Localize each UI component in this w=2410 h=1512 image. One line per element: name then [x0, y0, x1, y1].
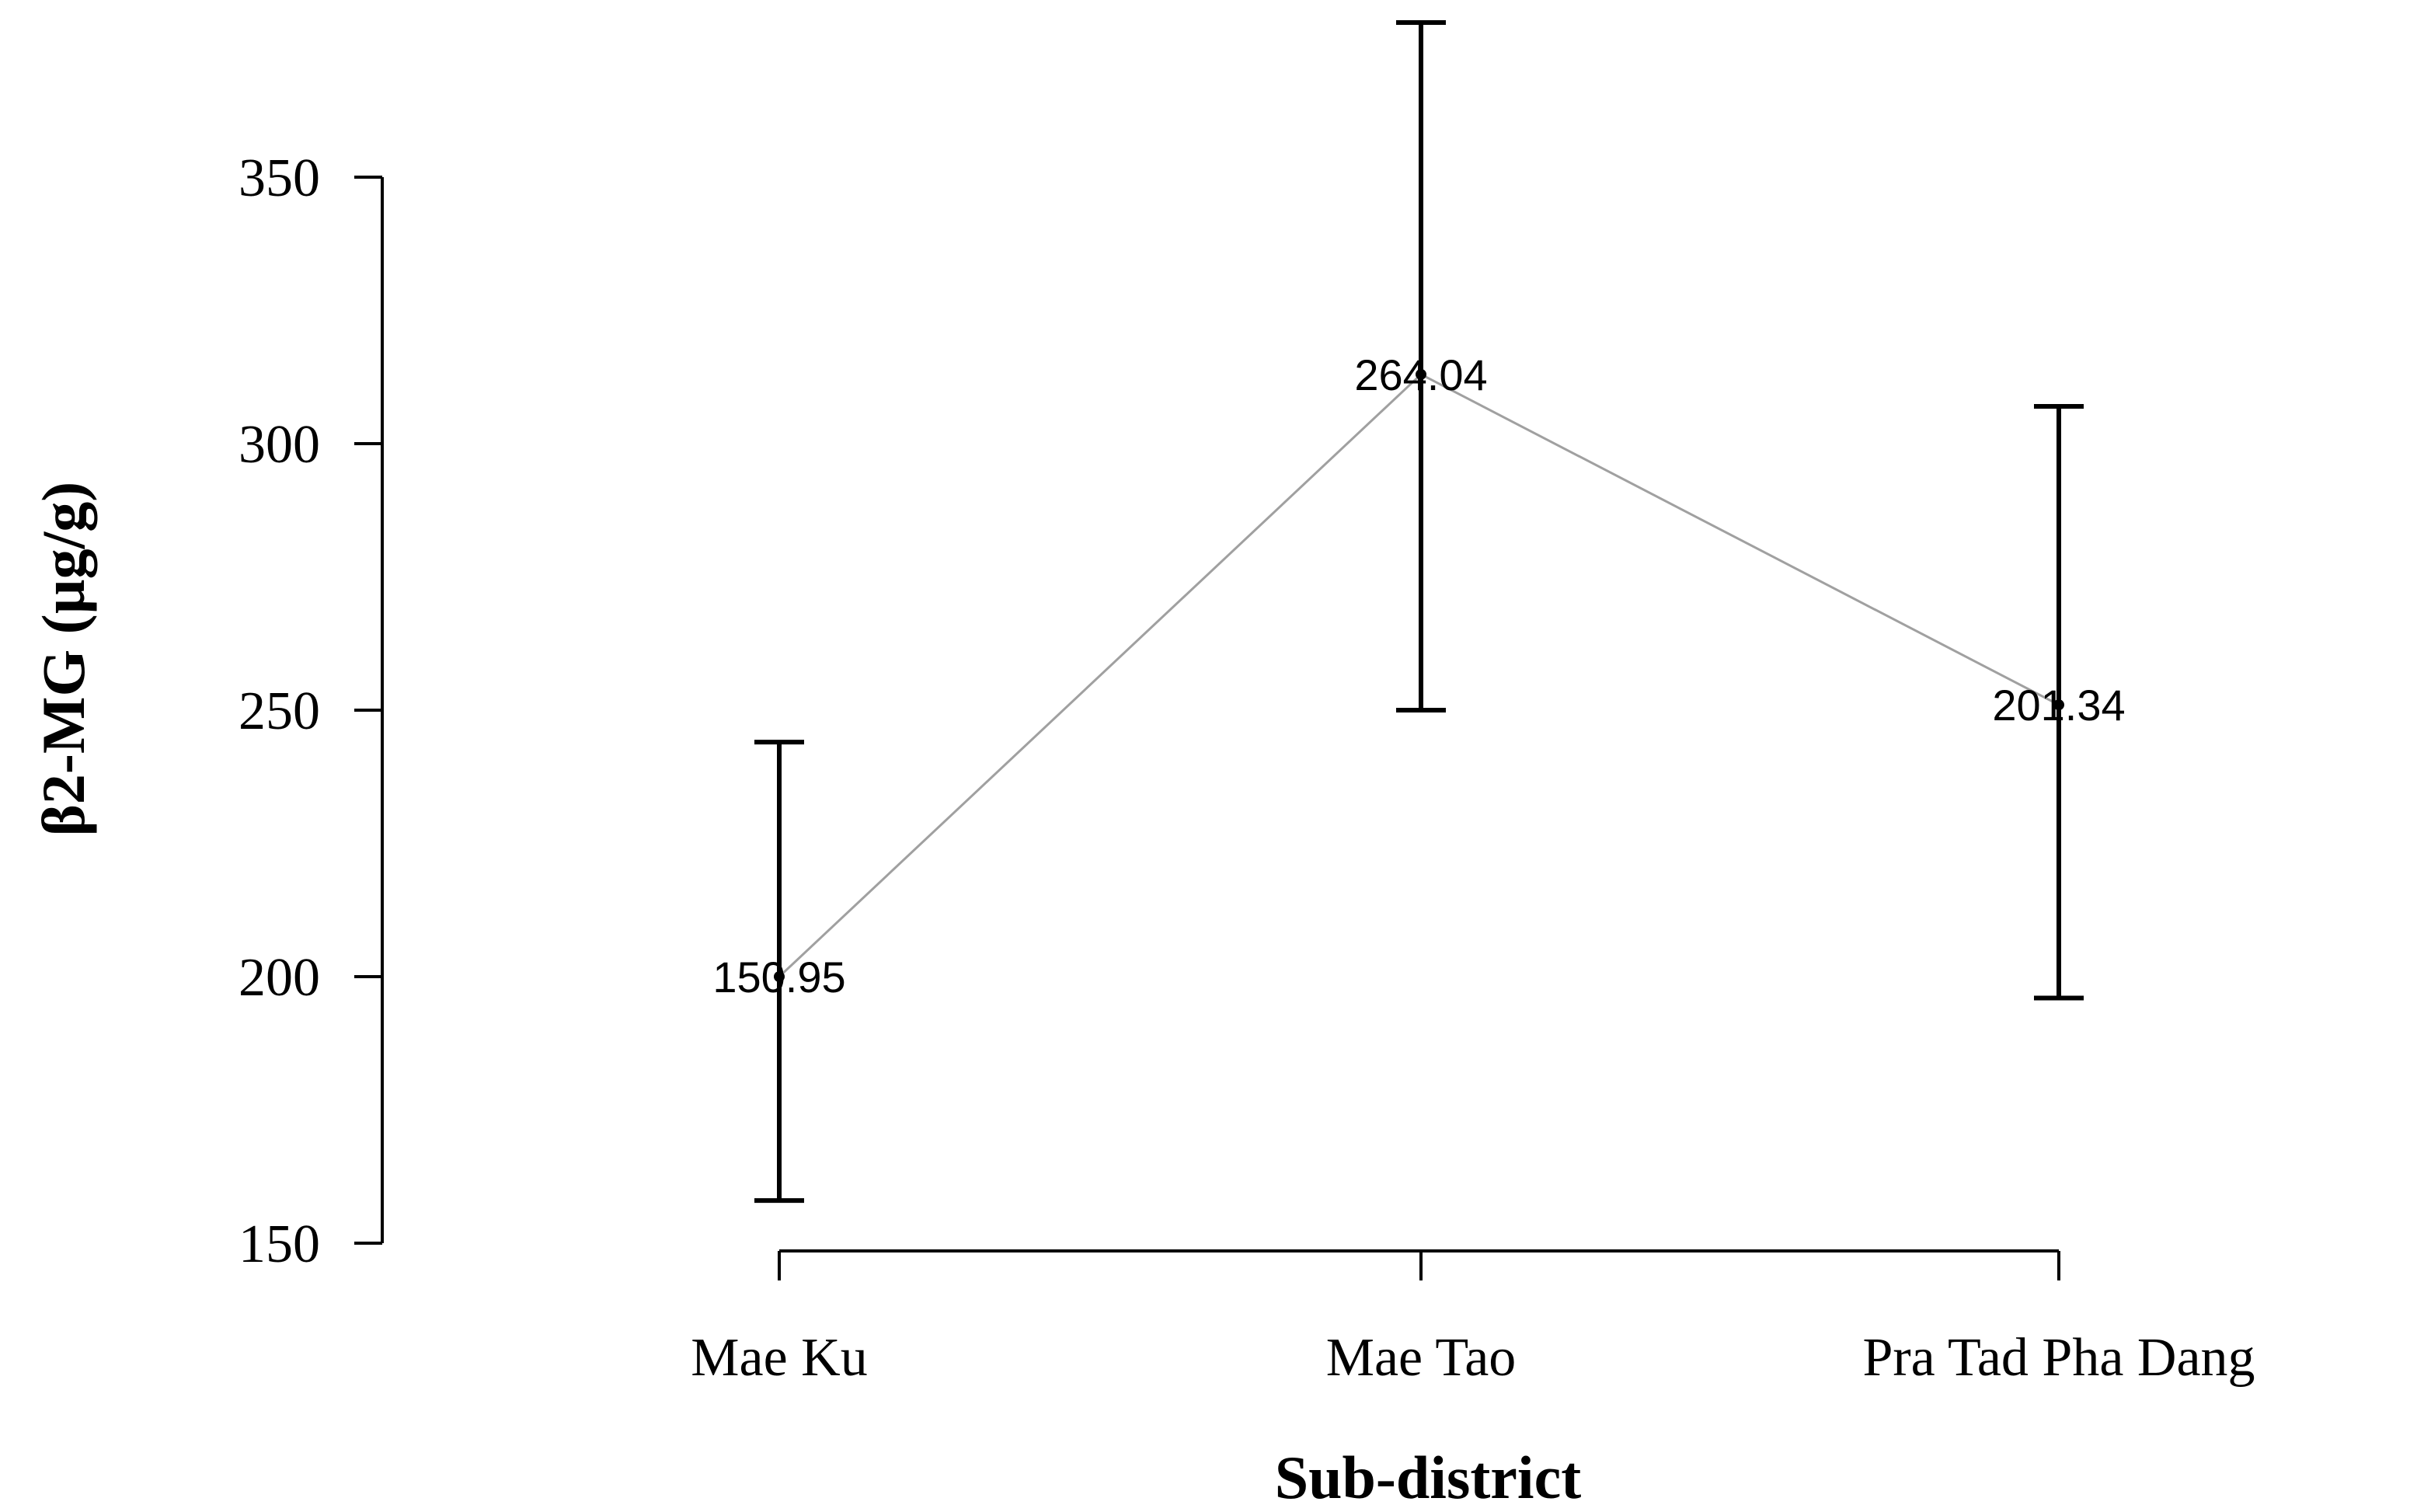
- y-tick-label: 350: [239, 148, 320, 208]
- data-label: 201.34: [1992, 681, 2125, 730]
- y-tick-label: 150: [239, 1214, 320, 1274]
- y-tick-label: 200: [239, 948, 320, 1008]
- x-tick-label: Mae Tao: [1326, 1328, 1517, 1388]
- data-label: 150.95: [712, 953, 845, 1002]
- y-axis-title: β2-MG (µg/g): [30, 482, 97, 836]
- y-tick-label: 300: [239, 415, 320, 475]
- data-point: [2053, 699, 2064, 711]
- labels-layer: 150.95 264.04 201.34: [712, 350, 2125, 1002]
- data-point: [774, 971, 785, 982]
- y-tick-label: 250: [239, 681, 320, 741]
- axes: 150 200 250 300 350 Mae Ku Mae Tao Pra Tad Pha …: [239, 148, 2255, 1388]
- data-label: 264.04: [1354, 350, 1487, 399]
- series-layer: [754, 20, 2084, 1204]
- x-tick-label: Pra Tad Pha Dang: [1862, 1328, 2255, 1388]
- x-axis-title: Sub-district: [1275, 1444, 1581, 1511]
- x-tick-label: Mae Ku: [691, 1328, 867, 1388]
- data-point: [1416, 368, 1426, 380]
